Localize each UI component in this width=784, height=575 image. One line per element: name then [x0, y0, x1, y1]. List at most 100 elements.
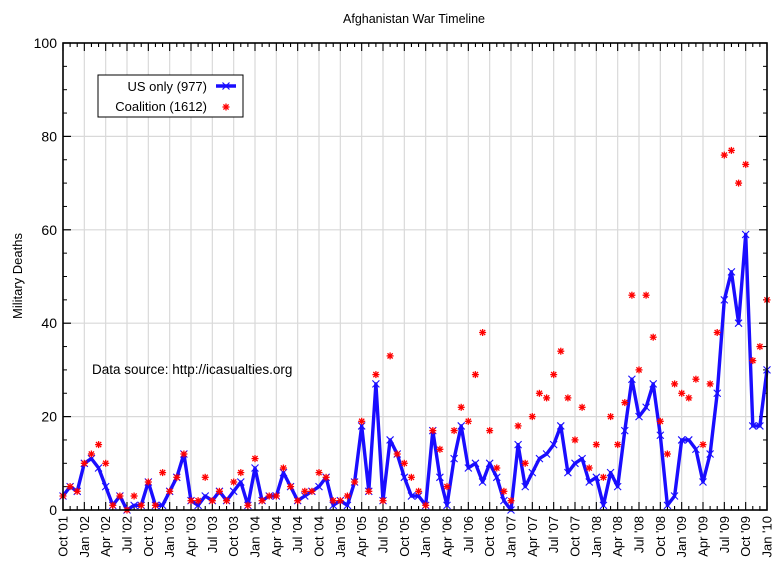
y-tick-labels: 0 20 40 60 80 100: [34, 35, 58, 518]
us-only-point: [699, 478, 707, 486]
coalition-point: [180, 450, 188, 458]
coalition-point: [727, 146, 735, 154]
coalition-point: [251, 455, 259, 463]
us-only-point: [514, 440, 522, 449]
x-tick-label: Jan '08: [589, 516, 604, 558]
coalition-point: [628, 291, 636, 299]
coalition-point: [393, 450, 401, 458]
x-tick-label: Jul '05: [376, 516, 391, 553]
coalition-point: [173, 473, 181, 481]
x-tick-label: Jul '03: [205, 516, 220, 553]
us-only-point: [628, 375, 636, 384]
us-only-point: [450, 454, 459, 463]
us-only-point: [748, 422, 757, 430]
coalition-point: [66, 483, 74, 491]
us-only-point: [464, 464, 473, 472]
x-tick-label: Jan '04: [248, 516, 263, 558]
coalition-point: [351, 478, 359, 486]
chart-title: Afghanistan War Timeline: [343, 12, 485, 26]
coalition-point: [642, 291, 650, 299]
us-only-point: [371, 380, 380, 388]
y-tick-label: 20: [41, 409, 57, 425]
coalition-point: [735, 179, 743, 187]
us-only-point: [236, 478, 245, 486]
x-tick-label: Jul '08: [632, 516, 647, 553]
coalition-point: [329, 497, 337, 505]
coalition-point: [557, 347, 565, 355]
y-tick-label: 0: [49, 502, 57, 518]
coalition-point: [358, 417, 366, 425]
x-tick-label: Oct '09: [738, 516, 753, 557]
coalition-point: [379, 497, 387, 505]
coalition-point: [187, 497, 195, 505]
coalition-point: [692, 375, 700, 383]
x-tick-label: Oct '04: [312, 516, 327, 557]
coalition-point: [294, 497, 302, 505]
coalition-point: [301, 487, 309, 495]
legend-marker-us-only: [222, 82, 230, 90]
x-tick-label: Jul '06: [461, 516, 476, 553]
plot-frame: [62, 42, 768, 511]
x-tick-label: Jan '10: [760, 516, 775, 558]
coalition-point: [223, 497, 231, 505]
us-only-point: [315, 482, 323, 491]
coalition-point: [279, 464, 287, 472]
x-tick-label: Jan '02: [77, 516, 92, 558]
x-tick-label: Apr '03: [184, 516, 199, 557]
legend-marker-coalition: [222, 103, 230, 111]
coalition-point: [265, 492, 273, 500]
us-only-line: [61, 232, 769, 512]
us-only-point: [549, 440, 558, 449]
legend-box: [97, 74, 244, 118]
us-only-point: [706, 450, 714, 458]
coalition-point: [635, 366, 643, 374]
us-only-point: [407, 492, 416, 500]
x-tick-label: Apr '04: [269, 516, 284, 557]
coalition-point: [564, 394, 572, 402]
coalition-point: [95, 441, 103, 449]
x-tick-label: Oct '03: [226, 516, 241, 557]
coalition-point: [500, 487, 508, 495]
coalition-point: [166, 487, 174, 495]
coalition-point: [678, 389, 686, 397]
x-tick-label: Jul '07: [546, 516, 561, 553]
us-only-point: [158, 501, 167, 510]
coalition-point: [208, 497, 216, 505]
coalition-point: [87, 450, 95, 458]
coalition-point: [315, 469, 323, 477]
coalition-point: [159, 469, 167, 477]
us-only-point: [521, 482, 530, 491]
coalition-point: [308, 487, 316, 495]
us-only-point: [663, 501, 672, 510]
us-only-point: [677, 436, 686, 444]
y-tick-label: 40: [41, 315, 57, 331]
coalition-point: [585, 464, 593, 472]
coalition-point: [386, 352, 394, 360]
coalition-point: [521, 459, 529, 467]
coalition-point: [287, 483, 295, 491]
coalition-point: [713, 329, 721, 336]
us-only-point: [620, 426, 629, 435]
x-tick-label: Apr '06: [440, 516, 455, 557]
us-only-point: [642, 403, 650, 412]
legend-label-coalition: Coalition (1612): [115, 99, 207, 114]
coalition-point: [514, 422, 522, 430]
coalition-point: [151, 501, 159, 509]
coalition-point: [706, 380, 714, 388]
us-only-point: [101, 482, 110, 491]
coalition-point: [479, 329, 487, 336]
us-only-point: [478, 478, 487, 486]
x-tick-label: Jul '04: [290, 516, 305, 553]
coalition-point: [130, 492, 138, 500]
us-only-point: [585, 478, 594, 486]
coalition-point: [535, 389, 543, 397]
coalition-point: [493, 464, 501, 472]
x-tick-label: Jan '09: [674, 516, 689, 558]
us-only-point: [457, 422, 466, 430]
data-source-annotation: Data source: http://icasualties.org: [92, 362, 292, 377]
coalition-point: [73, 487, 81, 495]
x-tick-labels: Oct '01 Jan '02 Apr '02 Jul '02 Oct '02 Jan '…: [56, 516, 775, 558]
us-only-point: [741, 230, 750, 239]
x-tick-label: Jan '05: [333, 516, 348, 558]
